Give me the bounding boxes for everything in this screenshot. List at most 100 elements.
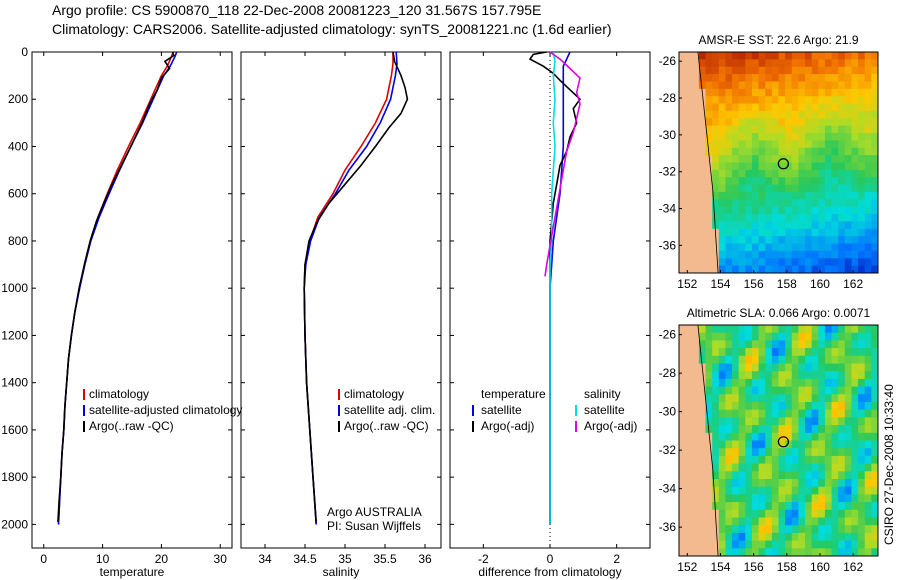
map-cell xyxy=(698,169,707,178)
map-cell xyxy=(705,221,713,230)
map-cell xyxy=(838,66,846,75)
map-cell xyxy=(851,206,859,215)
map-cell xyxy=(705,479,713,488)
map-cell xyxy=(798,463,806,472)
map-cell xyxy=(685,394,693,403)
map-cell xyxy=(679,378,687,388)
map-cell xyxy=(798,517,806,526)
map-cell xyxy=(692,432,700,441)
map-cell xyxy=(831,540,839,549)
map-cell xyxy=(778,425,786,434)
map-cell xyxy=(705,325,713,334)
map-cell xyxy=(685,74,693,82)
map-cell xyxy=(791,184,799,193)
map-cell xyxy=(851,371,859,380)
map-cell xyxy=(871,348,879,357)
map-cell xyxy=(798,169,806,178)
map-cell xyxy=(785,325,793,334)
map-cell xyxy=(824,325,833,334)
map-cell xyxy=(692,548,700,557)
map-cell xyxy=(718,169,726,178)
map-cell xyxy=(725,548,733,557)
map-cell xyxy=(679,66,687,75)
map-cell xyxy=(844,250,852,259)
map-cell xyxy=(844,471,852,480)
map-cell xyxy=(751,432,760,441)
map-cell xyxy=(751,177,760,186)
map-cell xyxy=(791,250,799,259)
map-cell xyxy=(738,88,746,97)
map-cell xyxy=(811,471,819,480)
map-cell xyxy=(745,199,753,208)
map-cell xyxy=(791,425,799,434)
map-cell xyxy=(705,191,713,200)
y-tick-label: 200 xyxy=(8,92,28,106)
map-cell xyxy=(858,494,866,503)
x-axis-label: temperature xyxy=(100,565,165,579)
map-cell xyxy=(738,243,746,252)
map-cell xyxy=(725,236,733,245)
map-cell xyxy=(778,88,786,97)
map-cell xyxy=(751,59,760,68)
map-cell xyxy=(738,258,746,267)
map-cell xyxy=(692,517,700,526)
map-cell xyxy=(771,265,779,274)
map-cell xyxy=(685,155,693,163)
map-cell xyxy=(871,265,879,274)
map-cell xyxy=(871,140,879,149)
x-tick-label: 34.5 xyxy=(293,552,317,566)
map-cell xyxy=(851,214,859,222)
map-cell xyxy=(844,325,852,334)
map-cell xyxy=(798,103,806,112)
map-cell xyxy=(712,455,720,465)
map-cell xyxy=(685,525,693,534)
map-cell xyxy=(765,363,773,372)
map-cell xyxy=(864,432,872,441)
map-cell xyxy=(858,250,866,259)
map-cell xyxy=(685,432,693,441)
map-cell xyxy=(864,162,872,171)
map-cell xyxy=(751,471,760,480)
map-cell xyxy=(718,177,726,186)
map-cell xyxy=(692,463,700,472)
map-cell xyxy=(765,509,773,518)
map-cell xyxy=(745,340,753,349)
map-cell xyxy=(778,221,786,230)
map-cell xyxy=(712,243,720,252)
map-cell xyxy=(732,88,740,97)
map-cell xyxy=(785,425,793,434)
map-cell xyxy=(718,81,726,90)
map-cell xyxy=(864,236,872,245)
map-cell xyxy=(698,417,707,426)
map-cell xyxy=(811,236,819,245)
map-cell xyxy=(698,548,707,557)
map-cell xyxy=(732,110,740,119)
map-cell xyxy=(824,448,833,457)
map-cell xyxy=(851,471,859,480)
map-cell xyxy=(718,140,726,149)
map-cell xyxy=(785,103,793,112)
map-cell xyxy=(705,206,713,215)
map-cell xyxy=(851,540,859,549)
map-cell xyxy=(851,425,859,434)
map-cell xyxy=(679,236,687,245)
map-cell xyxy=(771,494,779,503)
map-cell xyxy=(758,147,766,156)
map-cell xyxy=(718,88,726,97)
map-cell xyxy=(844,52,852,60)
map-cell xyxy=(791,191,799,200)
map-cell xyxy=(871,96,879,105)
map-cell xyxy=(712,169,720,178)
map-cell xyxy=(791,432,799,441)
map-cell xyxy=(751,455,760,465)
map-cell xyxy=(778,125,786,134)
map-cell xyxy=(745,191,753,200)
map-cell xyxy=(818,250,826,259)
map-cell xyxy=(751,88,760,97)
annotation-text: PI: Susan Wijffels xyxy=(327,519,421,533)
map-cell xyxy=(871,455,879,465)
map-cell xyxy=(778,479,786,488)
map-cell xyxy=(765,355,773,364)
map-cell xyxy=(838,74,846,82)
